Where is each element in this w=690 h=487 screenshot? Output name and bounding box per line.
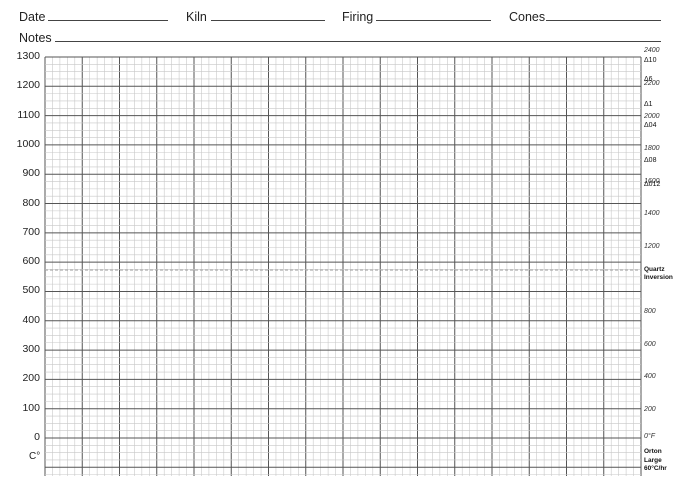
fahrenheit-tick-label: 2200 [644,80,660,87]
celsius-tick-label: 600 [22,255,40,268]
celsius-tick-label: 400 [22,313,40,326]
fahrenheit-tick-label: 200 [644,405,656,413]
celsius-tick-label: 1000 [16,137,40,150]
celsius-tick-label: 900 [22,167,40,180]
celsius-tick-label: 0 [34,431,40,443]
fahrenheit-tick-label: 1400 [644,210,660,218]
celsius-tick-label: 1100 [17,108,40,121]
celsius-tick-label: 300 [22,343,40,356]
celsius-tick-label: 700 [22,225,40,238]
firing-label: Firing [342,10,374,24]
fahrenheit-tick-label: 400 [644,373,656,381]
celsius-tick-label: 1300 [16,50,40,62]
cones-label: Cones [509,10,546,24]
firing-field-line[interactable] [376,20,491,21]
fahrenheit-tick-label: 800 [644,307,656,315]
fahrenheit-tick-label: 2000 [644,112,660,120]
cone-label: Δ04 [644,122,657,130]
cone-label: Δ10 [644,57,657,65]
notes-label: Notes [19,31,52,45]
fahrenheit-tick-label: 1200 [644,242,660,250]
fahrenheit-tick-label: 2400 [644,47,660,55]
kiln-label: Kiln [186,10,207,24]
cone-label: Δ1 [644,100,653,108]
date-label: Date [19,10,46,24]
cone-label: Δ6 [644,75,653,83]
fahrenheit-tick-label: 1600 [644,177,660,185]
quartz-inversion-label: Quartz Inversion [644,266,673,281]
celsius-tick-label: 1200 [16,79,40,92]
celsius-tick-label: 800 [22,196,40,209]
celsius-unit-label: C° [29,451,41,462]
date-field-line[interactable] [48,20,168,21]
fahrenheit-tick-label: 1800 [644,145,660,153]
celsius-tick-label: 100 [22,401,40,414]
kiln-field-line[interactable] [211,20,325,21]
fahrenheit-tick-label: 600 [644,340,656,348]
celsius-tick-label: 500 [22,284,40,297]
cone-label: Δ08 [644,157,657,165]
notes-field-line[interactable] [55,41,661,42]
orton-note: Orton Large 60°C/hr [644,448,667,472]
celsius-tick-label: 200 [22,372,40,385]
fahrenheit-tick-label: 0°F [644,433,655,440]
cones-field-line[interactable] [546,20,661,21]
cone-label: Δ012 [644,181,661,189]
